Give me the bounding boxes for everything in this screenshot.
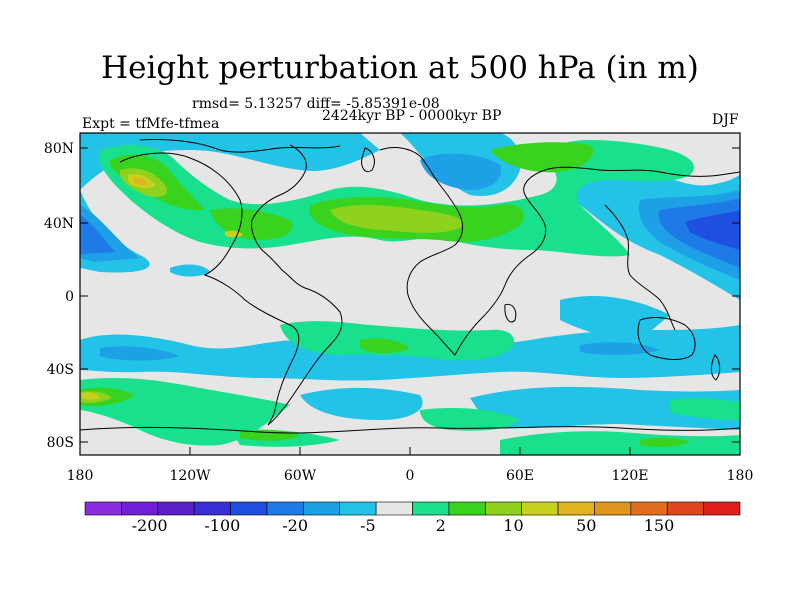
new-zealand: [710, 354, 721, 381]
longitude-axis: 180 120W 60W 0 60E 120E 180: [67, 447, 754, 484]
colorbar-box: [666, 501, 704, 516]
stats-text: rmsd= 5.13257 diff= -5.85391e-08: [192, 96, 440, 112]
colorbar-label: 10: [503, 516, 524, 535]
field-level-100: [134, 177, 148, 186]
colorbar-box: [157, 501, 195, 516]
colorbar-box: [630, 501, 668, 516]
east-asia-coast: [604, 204, 676, 331]
colorbar: [84, 501, 741, 516]
australia-coast: [637, 317, 696, 360]
colorbar-box: [557, 501, 595, 516]
arctic-coast: [139, 139, 341, 153]
eurasia-africa-coast: [379, 147, 740, 356]
greenland-tip: [361, 147, 375, 173]
colorbar-label: 150: [643, 516, 675, 535]
season-label: DJF: [712, 112, 739, 128]
lon-tick-label: 180: [67, 468, 94, 484]
lon-tick-label: 120W: [169, 468, 211, 484]
experiment-label: Expt = tfMfe-tfmea: [82, 116, 220, 132]
lat-tick-label: 40S: [47, 362, 74, 378]
latitude-axis: 80N 40N 0 40S 80S: [44, 141, 740, 451]
colorbar-label: 2: [435, 516, 446, 535]
colorbar-box: [121, 501, 159, 516]
colorbar-box: [339, 501, 377, 516]
coastlines: [80, 139, 740, 434]
lon-tick-label: 60E: [506, 468, 534, 484]
colorbar-box: [412, 501, 450, 516]
colorbar-box: [303, 501, 341, 516]
americas-west-coast: [119, 152, 300, 426]
americas-east-coast: [251, 144, 343, 426]
lat-tick-label: 80N: [44, 141, 74, 157]
contour-fill-layer: [80, 133, 740, 455]
lon-tick-label: 0: [406, 468, 415, 484]
colorbar-label: -5: [360, 516, 376, 535]
colorbar-box: [266, 501, 304, 516]
colorbar-box: [193, 501, 231, 516]
madagascar: [504, 303, 517, 323]
lon-tick-label: 60W: [284, 468, 317, 484]
lon-tick-label: 120E: [612, 468, 649, 484]
colorbar-label: 50: [576, 516, 597, 535]
colorbar-label: -100: [204, 516, 241, 535]
colorbar-label: -200: [131, 516, 168, 535]
colorbar-box: [375, 501, 413, 516]
colorbar-box: [703, 501, 741, 516]
colorbar-box: [484, 501, 522, 516]
period-label: 2424kyr BP - 0000kyr BP: [322, 108, 502, 124]
colorbar-box: [594, 501, 632, 516]
lon-tick-label: 180: [727, 468, 754, 484]
lat-tick-label: 0: [65, 289, 74, 305]
colorbar-box: [448, 501, 486, 516]
plot-title: Height perturbation at 500 hPa (in m): [101, 50, 699, 86]
colorbar-label: -20: [282, 516, 309, 535]
colorbar-box: [230, 501, 268, 516]
colorbar-box: [84, 501, 122, 516]
lat-tick-label: 80S: [47, 435, 74, 451]
lat-tick-label: 40N: [44, 216, 74, 232]
field-level-minus100: [685, 210, 740, 250]
colorbar-box: [521, 501, 559, 516]
antarctica-coast: [80, 426, 740, 434]
